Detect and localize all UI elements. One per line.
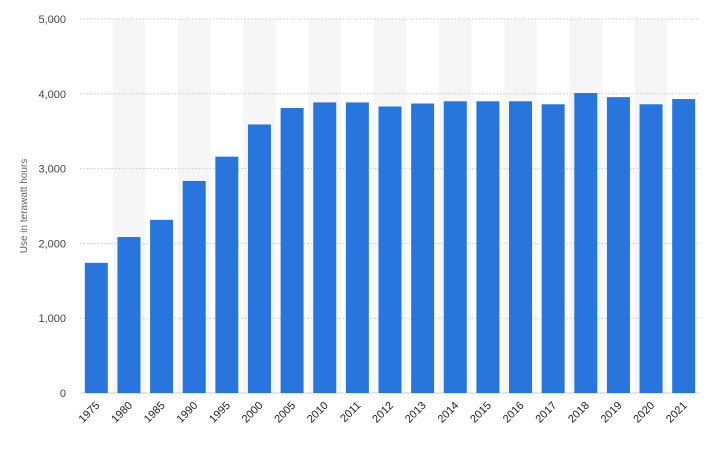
x-tick-label: 2019 bbox=[599, 400, 625, 426]
bar-2012[interactable] bbox=[378, 106, 402, 394]
bar-1975[interactable] bbox=[84, 262, 108, 393]
bar-1985[interactable] bbox=[150, 219, 174, 393]
x-tick-label: 2020 bbox=[631, 400, 657, 426]
bar-2010[interactable] bbox=[313, 102, 337, 393]
y-tick-label: 3,000 bbox=[38, 164, 66, 176]
x-tick-label: 1980 bbox=[109, 400, 135, 426]
x-axis-ticks: 1975 1980 1985 1990 1995 2000 2005 2010 2011 2012… bbox=[77, 400, 690, 426]
x-tick-label: 2011 bbox=[338, 400, 363, 425]
y-tick-label: 0 bbox=[60, 388, 66, 400]
x-tick-label: 2000 bbox=[240, 400, 266, 426]
bar-2016[interactable] bbox=[509, 101, 533, 393]
x-tick-label: 2018 bbox=[566, 400, 592, 426]
x-tick-label: 2012 bbox=[370, 400, 396, 426]
x-tick-label: 2017 bbox=[533, 400, 559, 426]
bar-2018[interactable] bbox=[574, 93, 598, 393]
y-tick-label: 5,000 bbox=[38, 14, 66, 26]
bar-2019[interactable] bbox=[606, 97, 630, 393]
y-tick-label: 2,000 bbox=[38, 238, 66, 250]
x-tick-label: 1975 bbox=[77, 400, 103, 426]
bar-1995[interactable] bbox=[215, 156, 239, 393]
bar-2021[interactable] bbox=[672, 99, 696, 393]
y-axis-ticks: 0 1,000 2,000 3,000 4,000 5,000 bbox=[38, 14, 66, 400]
y-tick-label: 4,000 bbox=[38, 89, 66, 101]
bar-2000[interactable] bbox=[247, 124, 271, 393]
bar-2015[interactable] bbox=[476, 101, 500, 393]
x-tick-label: 1990 bbox=[175, 400, 201, 426]
y-axis-title: Use in terawatt hours bbox=[19, 159, 30, 254]
bar-2005[interactable] bbox=[280, 108, 304, 394]
x-tick-label: 2010 bbox=[305, 400, 331, 426]
bar-2013[interactable] bbox=[411, 103, 435, 394]
x-tick-label: 2021 bbox=[664, 400, 690, 426]
x-tick-label: 1995 bbox=[207, 400, 233, 426]
bars bbox=[84, 93, 696, 394]
x-tick-label: 2016 bbox=[501, 400, 527, 426]
x-tick-label: 2005 bbox=[272, 400, 298, 426]
x-tick-label: 2015 bbox=[468, 400, 494, 426]
bar-2017[interactable] bbox=[541, 104, 565, 393]
bar-2014[interactable] bbox=[443, 101, 467, 393]
bar-1990[interactable] bbox=[182, 180, 206, 393]
x-tick-label: 2014 bbox=[436, 400, 462, 426]
x-tick-label: 1985 bbox=[142, 400, 168, 426]
bar-2011[interactable] bbox=[345, 102, 369, 393]
bar-1980[interactable] bbox=[117, 237, 141, 393]
y-tick-label: 1,000 bbox=[38, 313, 66, 325]
x-tick-label: 2013 bbox=[403, 400, 429, 426]
bar-2020[interactable] bbox=[639, 104, 663, 393]
